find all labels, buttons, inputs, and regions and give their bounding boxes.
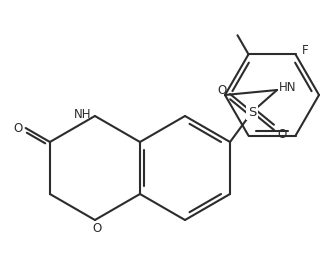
Text: NH: NH: [74, 107, 92, 120]
Text: O: O: [92, 221, 102, 234]
Text: O: O: [217, 83, 227, 97]
Text: O: O: [278, 127, 287, 140]
Text: HN: HN: [279, 81, 297, 93]
Text: F: F: [302, 44, 308, 57]
Text: O: O: [13, 121, 22, 134]
Text: S: S: [248, 105, 256, 119]
